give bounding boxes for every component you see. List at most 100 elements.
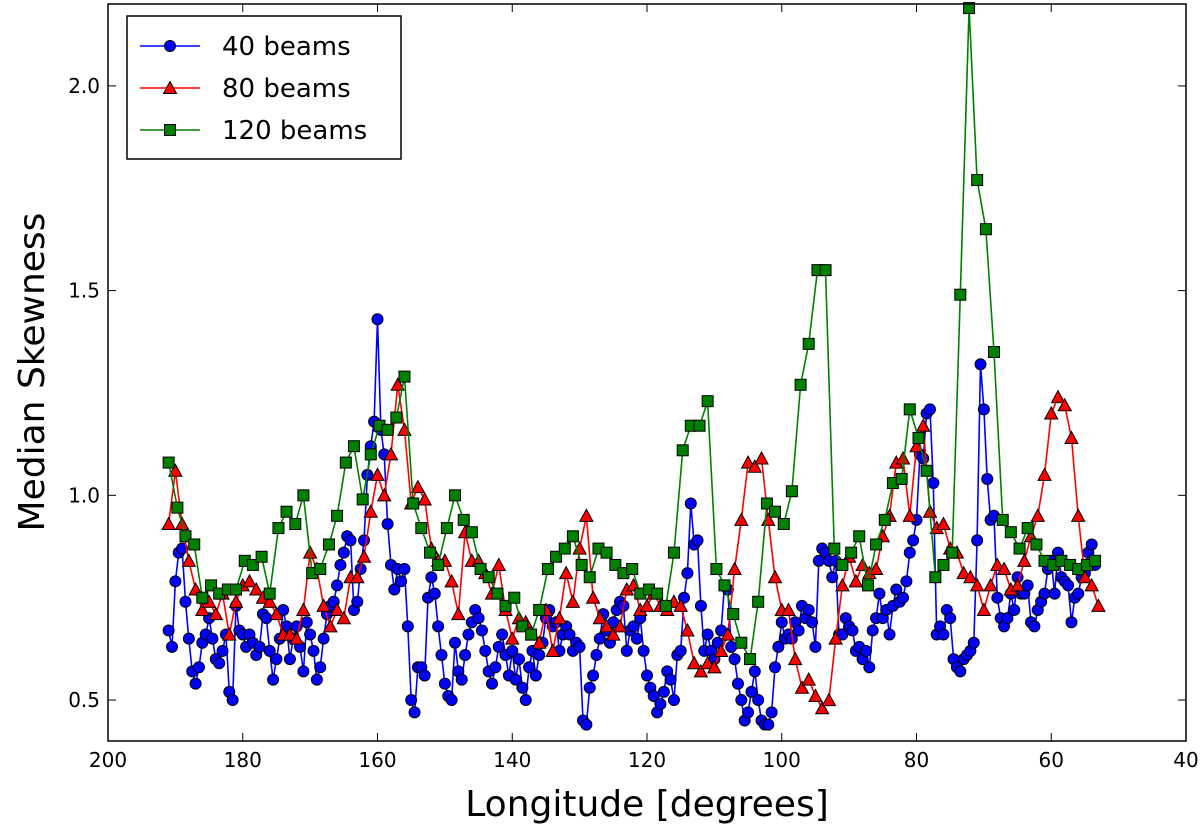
- data-point: [681, 567, 694, 580]
- data-point: [808, 688, 823, 702]
- y-tick-label: 2.0: [68, 74, 100, 98]
- data-point: [563, 628, 576, 641]
- data-point: [462, 628, 475, 641]
- data-point: [1084, 577, 1100, 592]
- data-point: [777, 517, 790, 530]
- data-point: [1030, 508, 1046, 522]
- data-point: [1021, 579, 1034, 592]
- data-point: [179, 530, 192, 543]
- data-point: [673, 598, 689, 612]
- data-point: [664, 673, 677, 686]
- data-point: [1050, 389, 1066, 404]
- data-point: [907, 534, 920, 547]
- data-point: [246, 558, 259, 571]
- data-point: [304, 628, 317, 641]
- data-point: [263, 644, 276, 657]
- data-point: [971, 534, 984, 547]
- data-point: [701, 628, 714, 641]
- data-point: [693, 663, 709, 678]
- data-point: [710, 563, 723, 576]
- data-point: [206, 632, 219, 645]
- data-point: [226, 694, 239, 707]
- data-point: [516, 681, 529, 694]
- data-point: [1085, 538, 1098, 551]
- data-point: [630, 632, 643, 645]
- data-point: [956, 565, 972, 580]
- data-point: [903, 546, 916, 559]
- data-point: [516, 620, 529, 633]
- data-point: [987, 346, 1000, 359]
- data-point: [425, 571, 438, 584]
- data-point: [383, 446, 399, 461]
- data-point: [381, 423, 394, 436]
- legend-label: 120 beams: [222, 116, 367, 146]
- data-point: [967, 636, 980, 649]
- data-point: [162, 456, 175, 469]
- data-point: [504, 631, 520, 645]
- data-point: [991, 591, 1004, 604]
- data-point: [801, 672, 817, 686]
- data-point: [351, 595, 364, 608]
- legend-entry: 40 beams: [140, 32, 351, 62]
- series-1: [162, 313, 1102, 731]
- data-point: [573, 640, 586, 653]
- data-point: [920, 464, 933, 477]
- data-point: [188, 538, 201, 551]
- data-point: [836, 558, 849, 571]
- data-point: [733, 512, 749, 526]
- data-point: [1077, 569, 1093, 584]
- data-point: [339, 456, 352, 469]
- data-point: [317, 632, 330, 645]
- data-point: [390, 377, 406, 391]
- data-point: [878, 513, 891, 526]
- data-point: [541, 563, 554, 576]
- data-point: [179, 595, 192, 608]
- data-point: [1070, 508, 1086, 522]
- data-point: [558, 565, 574, 580]
- data-point: [748, 665, 761, 678]
- data-point: [897, 591, 910, 604]
- data-point: [760, 497, 773, 510]
- data-point: [821, 692, 837, 707]
- data-point: [314, 563, 327, 576]
- data-point: [752, 595, 765, 608]
- data-point: [731, 677, 744, 690]
- data-point: [435, 649, 448, 662]
- data-point: [637, 644, 650, 657]
- data-point: [745, 685, 758, 698]
- data-point: [255, 550, 268, 563]
- x-tick-label: 180: [224, 748, 262, 772]
- data-point: [740, 455, 756, 469]
- data-point: [336, 610, 352, 625]
- data-point: [883, 628, 896, 641]
- legend-entry: 80 beams: [140, 74, 351, 104]
- data-point: [248, 581, 264, 596]
- data-point: [316, 598, 331, 612]
- data-point: [451, 606, 466, 621]
- data-point: [196, 591, 209, 604]
- data-point: [575, 558, 588, 571]
- data-point: [529, 669, 542, 682]
- data-point: [802, 603, 815, 616]
- data-point: [809, 640, 822, 653]
- data-point: [775, 616, 788, 629]
- data-point: [946, 546, 959, 559]
- legend-label: 40 beams: [222, 32, 351, 62]
- data-point: [680, 622, 695, 637]
- data-point: [579, 508, 594, 522]
- data-point: [593, 632, 606, 645]
- data-point: [707, 659, 722, 674]
- data-point: [929, 571, 942, 584]
- data-point: [981, 472, 994, 485]
- data-point: [1038, 587, 1051, 600]
- data-point: [963, 569, 978, 584]
- data-point: [270, 653, 283, 666]
- data-point: [1062, 579, 1075, 592]
- data-point: [592, 610, 608, 625]
- data-point: [1064, 430, 1079, 445]
- data-point: [398, 370, 411, 383]
- data-point: [781, 602, 796, 617]
- data-point: [509, 673, 522, 686]
- data-point: [401, 620, 414, 633]
